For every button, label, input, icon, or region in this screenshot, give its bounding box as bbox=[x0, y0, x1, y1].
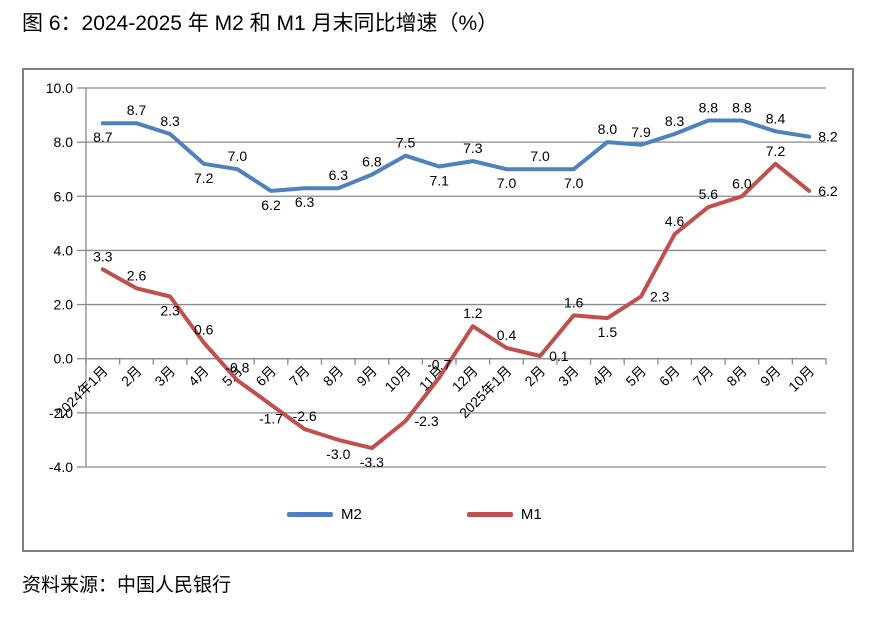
m2-data-label: 6.3 bbox=[295, 194, 315, 210]
x-tick-label: 9月 bbox=[353, 363, 380, 390]
m2-data-label: 7.3 bbox=[463, 140, 483, 156]
m1-data-label: 6.0 bbox=[732, 175, 752, 191]
m2-data-label: 8.7 bbox=[93, 129, 113, 145]
y-tick-label: 0.0 bbox=[54, 351, 74, 367]
m1-data-label: 2.6 bbox=[127, 267, 147, 283]
m2-data-label: 7.2 bbox=[194, 170, 214, 186]
m2-data-label: 7.9 bbox=[631, 124, 651, 140]
m2-data-label: 8.4 bbox=[766, 110, 786, 126]
m1-data-label: 0.6 bbox=[194, 322, 214, 338]
legend-label-m2: M2 bbox=[341, 506, 362, 523]
m2-data-label: 8.3 bbox=[160, 113, 180, 129]
x-tick-label: 7月 bbox=[690, 363, 717, 390]
m1-data-label: 2.3 bbox=[650, 289, 670, 305]
x-tick-label: 3月 bbox=[151, 363, 178, 390]
y-tick-label: 2.0 bbox=[54, 297, 74, 313]
legend-item-m1: M1 bbox=[466, 506, 542, 523]
m2-data-label: 7.0 bbox=[228, 148, 248, 164]
m2-data-label: 8.7 bbox=[127, 102, 147, 118]
m2-data-label: 7.0 bbox=[564, 175, 584, 191]
m1-data-label: 5.6 bbox=[699, 186, 719, 202]
x-tick-label: 4月 bbox=[185, 363, 212, 390]
m2-data-label: 7.0 bbox=[530, 148, 550, 164]
y-tick-label: -4.0 bbox=[49, 459, 73, 475]
x-tick-label: 5月 bbox=[622, 363, 649, 390]
x-tick-label: 9月 bbox=[757, 363, 784, 390]
y-tick-label: 10.0 bbox=[46, 80, 73, 96]
m2-data-label: 6.2 bbox=[261, 197, 281, 213]
source-text: 资料来源：中国人民银行 bbox=[22, 575, 232, 596]
m1-data-label: -0.7 bbox=[427, 357, 451, 373]
x-tick-label: 8月 bbox=[320, 363, 347, 390]
m1-data-label: 0.4 bbox=[497, 327, 517, 343]
m1-data-label: -2.6 bbox=[293, 408, 317, 424]
chart-legend: M2 M1 bbox=[287, 506, 542, 523]
x-tick-label: 10月 bbox=[381, 363, 413, 395]
m1-data-label: 1.2 bbox=[463, 305, 483, 321]
m1-data-label: 7.2 bbox=[766, 143, 786, 159]
m2-data-label: 7.5 bbox=[396, 135, 416, 151]
m1-data-label: 3.3 bbox=[93, 248, 113, 264]
m2-data-label: 8.8 bbox=[699, 100, 719, 116]
m2-data-label: 6.8 bbox=[362, 154, 382, 170]
m2-line bbox=[100, 118, 812, 193]
y-tick-label: 4.0 bbox=[54, 242, 74, 258]
x-tick-label: 2月 bbox=[118, 363, 145, 390]
m1-data-label: -2.3 bbox=[415, 413, 439, 429]
m2-data-label: 7.0 bbox=[497, 175, 517, 191]
x-tick-label: 7月 bbox=[286, 363, 313, 390]
y-tick-label: 6.0 bbox=[54, 188, 74, 204]
m2-data-label: 8.0 bbox=[598, 121, 618, 137]
legend-item-m2: M2 bbox=[287, 506, 362, 523]
m1-data-label: 6.2 bbox=[818, 183, 838, 199]
m2-data-label: 8.3 bbox=[665, 113, 685, 129]
x-tick-label: 6月 bbox=[252, 363, 279, 390]
m1-data-label: 1.6 bbox=[564, 294, 584, 310]
m1-data-label: 1.5 bbox=[598, 324, 618, 340]
m1-data-label: -3.0 bbox=[326, 446, 350, 462]
m2-data-label: 7.1 bbox=[429, 173, 449, 189]
x-tick-label: 4月 bbox=[589, 363, 616, 390]
x-tick-label: 3月 bbox=[555, 363, 582, 390]
m2-data-label: 8.2 bbox=[818, 129, 838, 145]
m1-data-label: -1.7 bbox=[259, 411, 283, 427]
x-tick-label: 2月 bbox=[521, 363, 548, 390]
m1-data-label: 0.1 bbox=[549, 348, 569, 364]
m1-data-label: -3.3 bbox=[360, 454, 384, 470]
m2-data-label: 8.8 bbox=[732, 100, 752, 116]
m1-line bbox=[100, 161, 812, 451]
y-tick-label: -2.0 bbox=[49, 405, 73, 421]
m1-data-label: -0.8 bbox=[225, 359, 249, 375]
page-title: 图 6：2024-2025 年 M2 和 M1 月末同比增速（%） bbox=[22, 12, 499, 35]
x-tick-label: 8月 bbox=[723, 363, 750, 390]
x-tick-label: 10月 bbox=[785, 363, 817, 395]
m2-line-swatch-icon bbox=[287, 512, 333, 517]
chart-frame: 10.0 8.0 6.0 4.0 2.0 0.0 -2.0 -4.0 2024年1月 2月 3月 4月… bbox=[22, 68, 854, 552]
m1-line-swatch-icon bbox=[466, 512, 513, 517]
m1-data-label: 2.3 bbox=[160, 303, 180, 319]
y-tick-label: 8.0 bbox=[54, 134, 74, 150]
m2-data-label: 6.3 bbox=[329, 167, 349, 183]
legend-label-m1: M1 bbox=[520, 506, 542, 523]
x-tick-label: 6月 bbox=[656, 363, 683, 390]
m1-data-label: 4.6 bbox=[665, 213, 685, 229]
